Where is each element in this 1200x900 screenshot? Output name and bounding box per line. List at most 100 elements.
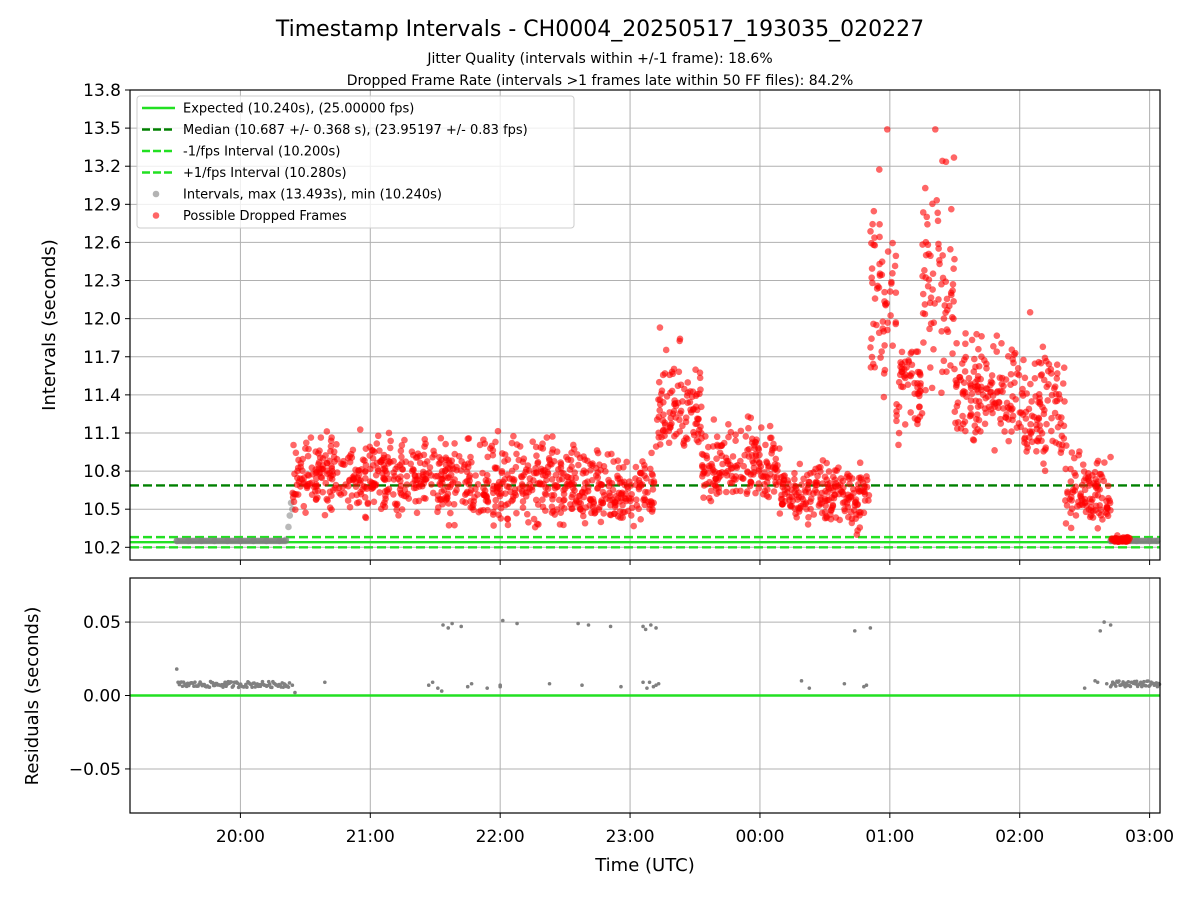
residual-point-10 bbox=[441, 623, 445, 627]
dropped-frame-point-1322 bbox=[776, 510, 784, 517]
dropped-frame-point-640 bbox=[508, 439, 516, 447]
dropped-frame-point-1501 bbox=[919, 290, 927, 298]
dropped-frame-point-530 bbox=[529, 438, 537, 446]
dropped-frame-point-302 bbox=[313, 468, 321, 476]
intervals-ytick-label-8: 12.6 bbox=[83, 233, 121, 253]
dropped-frame-point-587 bbox=[530, 515, 538, 523]
dropped-frame-point-1863 bbox=[1067, 465, 1074, 473]
dropped-frame-point-403 bbox=[549, 433, 556, 440]
dropped-frame-point-804 bbox=[604, 451, 612, 458]
dropped-frame-point-1849 bbox=[1092, 491, 1099, 499]
dropped-frame-point-809 bbox=[582, 504, 590, 511]
dropped-frame-point-244 bbox=[290, 441, 297, 449]
dropped-frame-point-1337 bbox=[875, 166, 883, 173]
dropped-frame-point-1124 bbox=[748, 451, 756, 459]
dropped-frame-point-1823 bbox=[1072, 472, 1079, 479]
dropped-frame-point-1106 bbox=[701, 469, 708, 476]
residual-band-point-1 bbox=[1121, 680, 1125, 684]
dropped-frame-point-1734 bbox=[1040, 376, 1048, 384]
dropped-frame-point-1887 bbox=[1100, 477, 1108, 485]
dropped-frame-point-657 bbox=[430, 447, 437, 455]
dropped-frame-point-1289 bbox=[843, 473, 851, 480]
dropped-frame-point-647 bbox=[464, 435, 472, 443]
dropped-frame-point-1305 bbox=[822, 502, 829, 510]
dropped-frame-point-491 bbox=[489, 451, 497, 459]
dropped-frame-point-1446 bbox=[916, 387, 924, 395]
dropped-frame-point-500 bbox=[503, 515, 511, 523]
residual-point-46 bbox=[1095, 680, 1100, 685]
dropped-frame-point-644 bbox=[437, 434, 445, 442]
dropped-frame-point-1635 bbox=[970, 368, 978, 375]
dropped-frame-point-289 bbox=[306, 480, 314, 487]
dropped-frame-point-1190 bbox=[804, 521, 812, 528]
dropped-frame-point-264 bbox=[369, 454, 377, 462]
dropped-frame-point-1311 bbox=[828, 504, 836, 512]
dropped-frame-point-1361 bbox=[867, 344, 874, 351]
dropped-frame-point-259 bbox=[350, 472, 358, 479]
dropped-frame-point-1678 bbox=[962, 340, 969, 348]
residual-point-47 bbox=[1098, 629, 1103, 633]
intervals-ytick-label-5: 11.7 bbox=[83, 348, 121, 368]
dropped-frame-point-173 bbox=[408, 448, 416, 456]
dropped-frame-point-373 bbox=[539, 496, 546, 503]
dropped-frame-point-279 bbox=[312, 475, 320, 482]
dropped-frame-point-645 bbox=[553, 506, 561, 513]
dropped-frame-point-1884 bbox=[1074, 503, 1081, 510]
dropped-frame-point-786 bbox=[587, 461, 594, 468]
dropped-frame-point-1449 bbox=[905, 357, 912, 364]
dropped-frame-point-1762 bbox=[1023, 390, 1031, 397]
dropped-frame-point-599 bbox=[435, 454, 443, 461]
legend-label-1: Median (10.687 +/- 0.368 s), (23.95197 +… bbox=[183, 123, 528, 138]
dropped-frame-point-613 bbox=[553, 483, 561, 491]
dropped-frame-point-596 bbox=[450, 465, 457, 473]
dropped-frame-point-827 bbox=[635, 485, 643, 493]
dropped-frame-point-286 bbox=[323, 428, 331, 435]
dropped-frame-point-1060 bbox=[755, 485, 763, 492]
dropped-frame-point-1497 bbox=[921, 267, 928, 274]
dropped-frame-point-652 bbox=[557, 459, 564, 466]
chart-subtitle-dropped: Dropped Frame Rate (intervals >1 frames … bbox=[347, 73, 854, 89]
dropped-frame-point-1296 bbox=[850, 506, 858, 514]
legend: Expected (10.240s), (25.00000 fps) Median… bbox=[136, 95, 575, 229]
dropped-frame-point-1342 bbox=[887, 312, 894, 319]
dropped-frame-point-253 bbox=[324, 497, 331, 504]
dropped-frame-point-1870 bbox=[1094, 457, 1102, 465]
dropped-frame-point-1868 bbox=[1094, 478, 1102, 485]
dropped-frame-point-1102 bbox=[741, 451, 748, 459]
dropped-frame-point-198 bbox=[381, 488, 389, 495]
dropped-frame-point-1752 bbox=[1033, 425, 1041, 433]
dropped-frame-point-1633 bbox=[982, 394, 989, 402]
dropped-frame-point-1498 bbox=[920, 339, 927, 346]
dropped-frame-point-86 bbox=[374, 432, 382, 440]
dropped-frame-point-1508 bbox=[930, 319, 938, 326]
dropped-frame-point-1202 bbox=[805, 514, 812, 521]
dropped-frame-point-378 bbox=[490, 522, 497, 529]
dropped-frame-point-1590 bbox=[970, 355, 978, 363]
dropped-frame-point-824 bbox=[649, 486, 657, 493]
dropped-frame-point-1411 bbox=[895, 429, 903, 437]
dropped-frame-point-200 bbox=[413, 509, 421, 517]
residual-point-4 bbox=[293, 690, 297, 695]
dropped-frame-point-1093 bbox=[709, 466, 717, 474]
dropped-frame-point-996 bbox=[757, 424, 765, 431]
dropped-frame-point-308 bbox=[395, 512, 402, 519]
dropped-frame-point-622 bbox=[551, 511, 559, 518]
dropped-frame-point-1399 bbox=[901, 421, 909, 428]
dropped-frame-point-1885 bbox=[1104, 482, 1112, 490]
dropped-frame-point-475 bbox=[489, 511, 497, 518]
dropped-frame-point-573 bbox=[539, 503, 547, 511]
dropped-frame-point-831 bbox=[602, 468, 609, 475]
dropped-frame-point-747 bbox=[637, 469, 644, 477]
dropped-frame-point-1287 bbox=[777, 473, 785, 481]
dropped-frame-point-1385 bbox=[880, 393, 888, 401]
dropped-frame-point-1503 bbox=[919, 241, 926, 248]
dropped-frame-point-1274 bbox=[799, 495, 807, 503]
dropped-frame-point-1761 bbox=[1023, 448, 1030, 455]
dropped-frame-point-545 bbox=[494, 427, 502, 435]
dropped-frame-point-143 bbox=[326, 457, 333, 465]
dropped-frame-point-1672 bbox=[960, 379, 968, 386]
dropped-frame-point-920 bbox=[672, 414, 680, 421]
dropped-frame-point-1511 bbox=[947, 246, 954, 253]
dropped-frame-point-1881 bbox=[1068, 493, 1075, 501]
dropped-frame-point-785 bbox=[644, 489, 651, 496]
